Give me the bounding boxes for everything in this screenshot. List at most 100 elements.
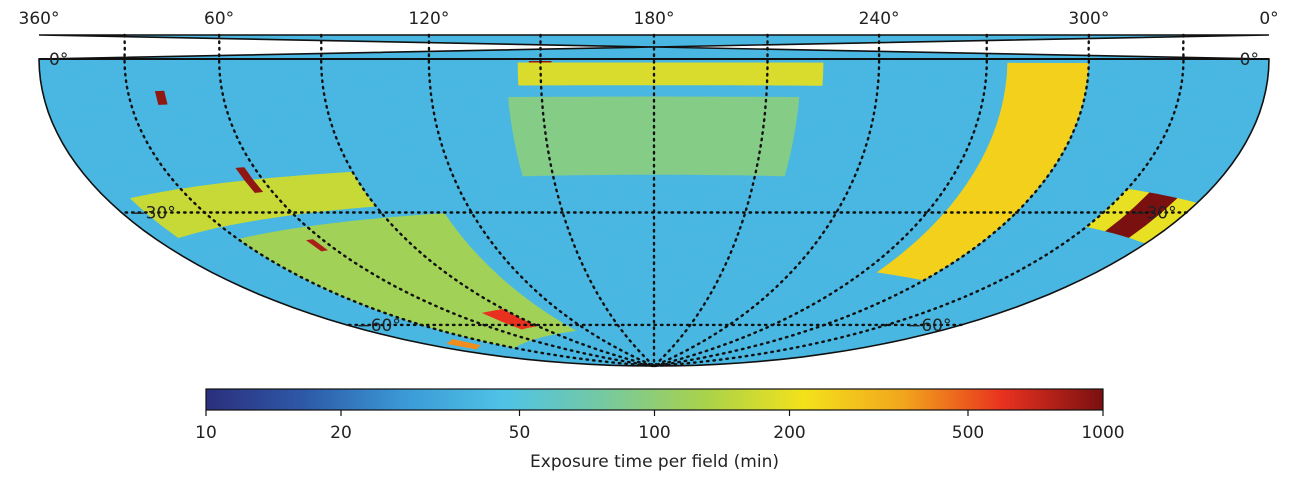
- map-cell: [933, 63, 944, 75]
- map-cell: [664, 153, 675, 164]
- map-cell: [800, 86, 812, 98]
- map-cell: [867, 75, 879, 87]
- map-cell: [154, 22, 166, 36]
- map-cell: [654, 131, 665, 142]
- dec-tick-label-left: −60°: [907, 316, 951, 336]
- map-cell: [620, 229, 630, 240]
- map-cell: [1261, 48, 1269, 64]
- map-cell: [834, 75, 846, 87]
- map-cell: [463, 86, 475, 98]
- map-cell: [647, 260, 654, 270]
- map-cell: [499, 109, 512, 121]
- map-cell: [901, 63, 912, 75]
- map-cell: [654, 279, 660, 289]
- map-cell: [779, 63, 790, 75]
- map-cell: [654, 239, 662, 249]
- map-cell: [634, 175, 644, 186]
- map-cell: [777, 86, 789, 98]
- map-cell: [365, 87, 377, 99]
- map-cell: [161, 64, 171, 78]
- map-cell: [590, 142, 602, 153]
- map-cell: [598, 97, 610, 108]
- map-cell: [692, 186, 703, 197]
- map-cell: [556, 131, 568, 142]
- map-cell: [583, 175, 595, 186]
- dec-tick-label-right: −30°: [131, 204, 175, 224]
- map-cell: [638, 249, 646, 259]
- map-cell: [674, 164, 685, 175]
- map-cell: [1200, 64, 1210, 79]
- map-cell: [729, 131, 741, 142]
- map-cell: [686, 142, 697, 153]
- ra-tick-label: 60°: [204, 9, 234, 29]
- map-cell: [611, 142, 622, 153]
- map-cell: [496, 74, 508, 86]
- map-cell: [290, 63, 301, 76]
- map-cell: [72, 64, 82, 79]
- map-cell: [1188, 20, 1200, 35]
- map-cell: [722, 63, 734, 74]
- map-cell: [507, 63, 519, 75]
- map-cell: [661, 260, 669, 270]
- map-cell: [190, 63, 201, 77]
- dec-tick-label-left: −30°: [1132, 204, 1176, 224]
- map-cell: [820, 98, 832, 110]
- map-cell: [552, 74, 564, 86]
- map-cell: [635, 197, 645, 208]
- map-cell: [643, 63, 654, 74]
- map-cell: [387, 87, 399, 99]
- map-cell: [555, 120, 567, 131]
- map-cell: [597, 63, 609, 74]
- map-cell: [1170, 21, 1182, 36]
- map-cell: [1191, 64, 1201, 79]
- map-cell: [609, 63, 620, 74]
- colorbar-tick-label: 100: [638, 423, 670, 443]
- map-cell: [474, 74, 486, 86]
- map-cell: [675, 142, 686, 153]
- map-cell: [717, 142, 729, 153]
- map-cell: [601, 153, 612, 164]
- map-cell: [801, 74, 813, 86]
- map-cell: [738, 142, 750, 153]
- map-cell: [1209, 64, 1219, 79]
- map-cell: [663, 197, 673, 208]
- map-cell: [91, 19, 103, 34]
- map-cell: [755, 86, 767, 98]
- map-cell: [566, 120, 578, 131]
- map-cell: [98, 64, 108, 79]
- map-cell: [1143, 22, 1155, 36]
- map-cell: [135, 21, 147, 35]
- map-cell: [664, 186, 674, 197]
- map-cell: [833, 86, 845, 98]
- map-cell: [722, 86, 734, 97]
- map-cell: [637, 229, 646, 239]
- map-cell: [644, 175, 654, 186]
- map-cell: [797, 109, 810, 121]
- map-cell: [541, 63, 553, 75]
- map-cell: [586, 74, 598, 85]
- map-cell: [665, 86, 676, 97]
- map-cell: [964, 75, 976, 87]
- map-cell: [486, 98, 498, 110]
- map-cell: [654, 218, 663, 229]
- map-cell: [440, 63, 451, 75]
- map-cell: [665, 108, 676, 119]
- map-cell: [786, 109, 798, 121]
- map-cell: [728, 142, 740, 153]
- map-cell: [332, 75, 344, 87]
- map-cell: [462, 75, 474, 87]
- map-cell: [955, 63, 966, 75]
- map-cell: [756, 63, 768, 75]
- map-cell: [767, 63, 779, 75]
- map-cell: [466, 109, 479, 121]
- map-cell: [342, 63, 353, 75]
- map-cell: [1048, 63, 1059, 76]
- map-cell: [665, 74, 676, 85]
- map-cell: [558, 142, 570, 153]
- map-cell: [397, 75, 409, 87]
- map-cell: [654, 229, 663, 240]
- map-cell: [732, 97, 744, 108]
- map-cell: [1136, 64, 1146, 78]
- map-cell: [745, 63, 757, 75]
